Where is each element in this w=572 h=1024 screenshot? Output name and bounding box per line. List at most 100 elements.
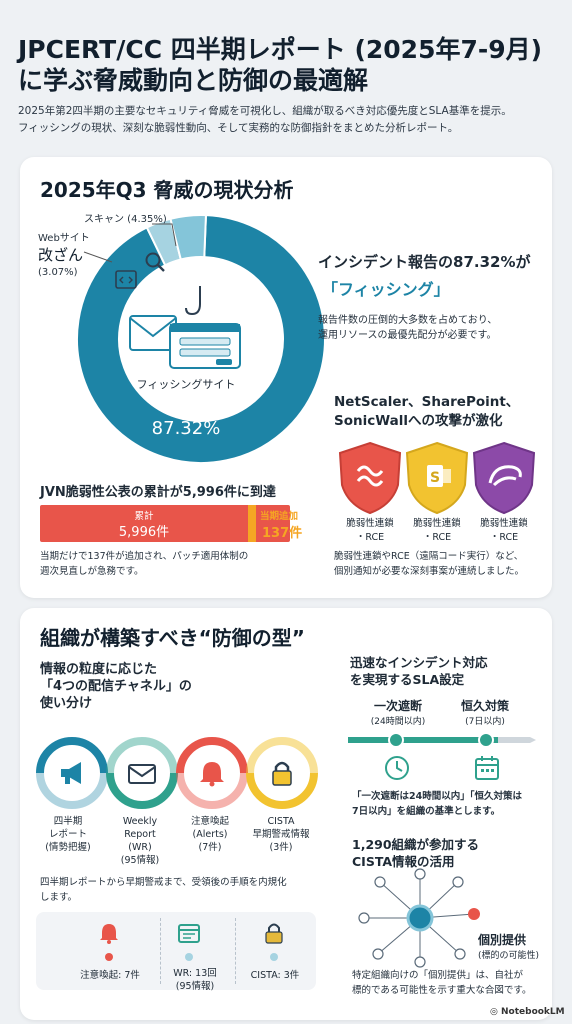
padlock-icon	[267, 758, 297, 788]
code-window-icon	[114, 268, 138, 292]
jvn-bar-label: 累計	[40, 508, 248, 522]
channels-note-line1: 四半期レポートから早期警戒まで、受領後の手順を内規化	[40, 875, 287, 890]
web-defacement-label-1: Webサイト	[38, 229, 90, 244]
mail-icon	[127, 761, 157, 787]
sla-first-sub: (24時間以内)	[362, 714, 434, 727]
jvn-bar-value: 5,996件	[40, 521, 248, 540]
jvn-add-value: 137件	[262, 522, 302, 541]
sla-note-line1: 「一次遮断は24時間以内」「恒久対策は	[352, 789, 522, 804]
magnifier-icon	[143, 250, 167, 274]
channels-title-line3: 使い分け	[40, 695, 192, 712]
channel-1-line2: レポート	[38, 828, 98, 841]
shield-label-3-line1: 脆弱性連鎖	[472, 517, 536, 531]
channel-item-cista: CISTA 早期警戒情報 (3件)	[246, 815, 316, 854]
sla-note-line2: 7日以内」を組織の基準とします。	[352, 804, 522, 819]
attacks-note: 脆弱性連鎖やRCE（遠隔コード実行）など、 個別通知が必要な深刻事案が連続しまし…	[334, 549, 524, 579]
sla-title: 迅速なインシデント対応 を実現するSLA設定	[350, 654, 488, 688]
jvn-title: JVN脆弱性公表の累計が5,996件に到達	[40, 481, 276, 500]
svg-text:S: S	[430, 470, 440, 486]
cista-callout: 個別提供	[478, 931, 526, 948]
channel-1-line1: 四半期	[38, 815, 98, 828]
shield-label-3: 脆弱性連鎖 ・RCE	[472, 517, 536, 545]
attacks-title: NetScaler、SharePoint、 SonicWallへの攻撃が激化	[334, 393, 519, 431]
jvn-add-label: 当期追加	[260, 508, 298, 522]
description-line2: フィッシングの現状、深刻な脆弱性動向、そして実務的な防御指針をまとめた分析レポー…	[18, 120, 563, 137]
channel-3-line3: (7件)	[178, 841, 242, 854]
attacks-title-line1: NetScaler、SharePoint、	[334, 393, 519, 412]
channels-title: 情報の粒度に応じた 「4つの配信チャネル」の 使い分け	[40, 661, 192, 712]
channel-2-line1: Weekly	[108, 815, 172, 828]
lock-icon	[262, 921, 286, 945]
shield-label-2-line1: 脆弱性連鎖	[405, 517, 469, 531]
jvn-note: 当期だけで137件が追加され、パッチ適用体制の 週次見直しが急務です。	[40, 549, 248, 579]
shield-label-1: 脆弱性連鎖 ・RCE	[338, 517, 402, 545]
page-title-line2: に学ぶ脅威動向と防御の最適解	[18, 65, 558, 96]
jvn-added-bar	[248, 505, 256, 542]
channel-1-line3: (情勢把握)	[38, 841, 98, 854]
clock-icon	[383, 754, 411, 782]
stat-alerts: 注意喚起: 7件	[70, 967, 150, 981]
sla-note: 「一次遮断は24時間以内」「恒久対策は 7日以内」を組織の基準とします。	[352, 789, 522, 819]
section1-title: 2025年Q3 脅威の現状分析	[40, 174, 294, 203]
phishing-site-illustration	[120, 286, 250, 376]
web-defacement-label-3: (3.07%)	[38, 267, 78, 278]
report-window-icon	[177, 922, 201, 946]
sla-perm-label: 恒久対策	[449, 697, 521, 714]
channel-4-line3: (3件)	[246, 841, 316, 854]
channels-title-line2: 「4つの配信チャネル」の	[40, 678, 192, 695]
cista-dot	[270, 953, 278, 961]
phishing-body-line2: 運用リソースの最優先配分が必要です。	[318, 328, 497, 343]
cista-note: 特定組織向けの「個別提供」は、自社が 標的である可能性を示す重大な合図です。	[352, 968, 531, 998]
phishing-body-line1: 報告件数の圧倒的大多数を占めており、	[318, 313, 497, 328]
channels-note-line2: します。	[40, 890, 287, 905]
channel-2-line2: Report	[108, 828, 172, 841]
sla-title-line2: を実現するSLA設定	[350, 671, 488, 688]
phishing-headline-1: インシデント報告の87.32%が	[318, 251, 530, 272]
channel-item-alerts: 注意喚起 (Alerts) (7件)	[178, 815, 242, 854]
sharepoint-shield-icon: S	[403, 441, 471, 515]
scan-leader-line	[150, 222, 190, 252]
cista-title-line1: 1,290組織が参加する	[352, 836, 479, 853]
web-leader-line	[82, 248, 122, 268]
channels-note: 四半期レポートから早期警戒まで、受領後の手順を内規化 します。	[40, 875, 287, 905]
channels-title-line1: 情報の粒度に応じた	[40, 661, 192, 678]
web-defacement-label-2: 改ざん	[38, 244, 83, 265]
donut-center-label: フィッシングサイト	[121, 376, 251, 392]
channel-2-line3: (WR)	[108, 841, 172, 854]
stat-wr-line1: WR: 13回	[160, 967, 230, 980]
attacks-note-line2: 個別通知が必要な深刻事案が連続しました。	[334, 564, 524, 579]
bell-icon	[197, 759, 227, 787]
channel-item-weekly: Weekly Report (WR) (95情報)	[108, 815, 172, 867]
phishing-headline-2: 「フィッシング」	[322, 276, 450, 300]
alert-bell-icon	[97, 922, 121, 946]
footer-brand: ◎ NotebookLM	[490, 1007, 565, 1017]
phishing-body: 報告件数の圧倒的大多数を占めており、 運用リソースの最優先配分が必要です。	[318, 313, 497, 343]
cista-callout-sub: (標的の可能性)	[478, 948, 539, 961]
jvn-note-line1: 当期だけで137件が追加され、パッチ適用体制の	[40, 549, 248, 564]
channel-3-line1: 注意喚起	[178, 815, 242, 828]
cista-note-line2: 標的である可能性を示す重大な合図です。	[352, 983, 531, 998]
page-description: 2025年第2四半期の主要なセキュリティ脅威を可視化し、組織が取るべき対応優先度…	[18, 103, 563, 137]
cista-note-line1: 特定組織向けの「個別提供」は、自社が	[352, 968, 531, 983]
attacks-title-line2: SonicWallへの攻撃が激化	[334, 412, 519, 431]
cista-title: 1,290組織が参加する CISTA情報の活用	[352, 836, 479, 870]
channel-3-line2: (Alerts)	[178, 828, 242, 841]
channel-4-line2: 早期警戒情報	[246, 828, 316, 841]
page-title: JPCERT/CC 四半期レポート (2025年7-9月) に学ぶ脅威動向と防御…	[18, 34, 558, 96]
sonicwall-shield-icon	[470, 441, 538, 515]
sla-timeline	[348, 730, 538, 750]
shield-label-2-line2: ・RCE	[405, 531, 469, 545]
jvn-note-line2: 週次見直しが急務です。	[40, 564, 248, 579]
cista-network-diagram	[350, 868, 490, 968]
donut-value-label: 87.32%	[121, 418, 251, 439]
stat-wr: WR: 13回 (95情報)	[160, 967, 230, 993]
megaphone-icon	[57, 760, 87, 786]
channel-item-quarterly: 四半期 レポート (情勢把握)	[38, 815, 98, 854]
shield-label-1-line2: ・RCE	[338, 531, 402, 545]
shield-label-2: 脆弱性連鎖 ・RCE	[405, 517, 469, 545]
shield-label-1-line1: 脆弱性連鎖	[338, 517, 402, 531]
stat-cista: CISTA: 3件	[240, 967, 310, 981]
fishing-hook-icon	[186, 286, 200, 314]
netscaler-shield-icon	[336, 441, 404, 515]
sla-title-line1: 迅速なインシデント対応	[350, 654, 488, 671]
